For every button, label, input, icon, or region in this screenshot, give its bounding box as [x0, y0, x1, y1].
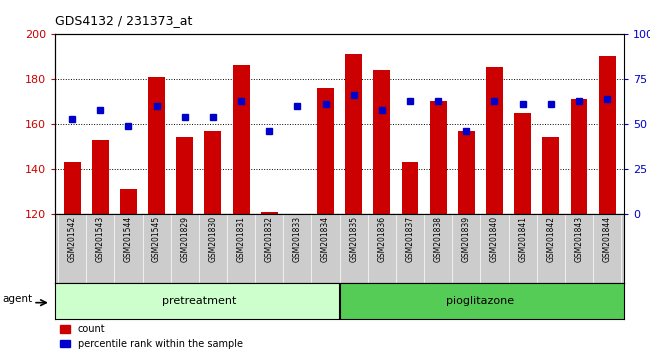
Bar: [514, 113, 531, 214]
Bar: [64, 162, 81, 214]
Text: GSM201832: GSM201832: [265, 216, 274, 262]
Text: GSM201542: GSM201542: [68, 216, 77, 262]
Text: GSM201830: GSM201830: [209, 216, 217, 262]
Text: GSM201543: GSM201543: [96, 216, 105, 262]
Text: GSM201829: GSM201829: [180, 216, 189, 262]
Bar: [205, 131, 222, 214]
Bar: [120, 189, 137, 214]
Bar: [542, 137, 559, 214]
Bar: [373, 70, 390, 214]
Bar: [486, 68, 503, 214]
Text: GSM201842: GSM201842: [546, 216, 555, 262]
Text: pretreatment: pretreatment: [162, 296, 236, 306]
Bar: [317, 88, 334, 214]
Bar: [599, 56, 616, 214]
Text: GSM201834: GSM201834: [321, 216, 330, 262]
Bar: [55, 283, 339, 319]
Bar: [458, 131, 474, 214]
Bar: [148, 76, 165, 214]
Text: GSM201844: GSM201844: [603, 216, 612, 262]
Text: agent: agent: [3, 294, 33, 304]
Text: GSM201837: GSM201837: [406, 216, 415, 262]
Text: GSM201831: GSM201831: [237, 216, 246, 262]
Text: GSM201833: GSM201833: [293, 216, 302, 262]
Legend: count, percentile rank within the sample: count, percentile rank within the sample: [60, 324, 242, 349]
Text: GSM201545: GSM201545: [152, 216, 161, 262]
Text: GSM201843: GSM201843: [575, 216, 584, 262]
Text: GSM201838: GSM201838: [434, 216, 443, 262]
Text: GSM201841: GSM201841: [518, 216, 527, 262]
Text: GDS4132 / 231373_at: GDS4132 / 231373_at: [55, 13, 192, 27]
Text: GSM201544: GSM201544: [124, 216, 133, 262]
Bar: [92, 140, 109, 214]
Text: GSM201840: GSM201840: [490, 216, 499, 262]
Bar: [261, 212, 278, 214]
Bar: [402, 162, 419, 214]
Bar: [233, 65, 250, 214]
Bar: [430, 101, 447, 214]
Bar: [339, 283, 624, 319]
Bar: [176, 137, 193, 214]
Bar: [571, 99, 588, 214]
Bar: [345, 54, 362, 214]
Text: GSM201835: GSM201835: [349, 216, 358, 262]
Text: pioglitazone: pioglitazone: [447, 296, 514, 306]
Text: GSM201839: GSM201839: [462, 216, 471, 262]
Text: GSM201836: GSM201836: [378, 216, 386, 262]
